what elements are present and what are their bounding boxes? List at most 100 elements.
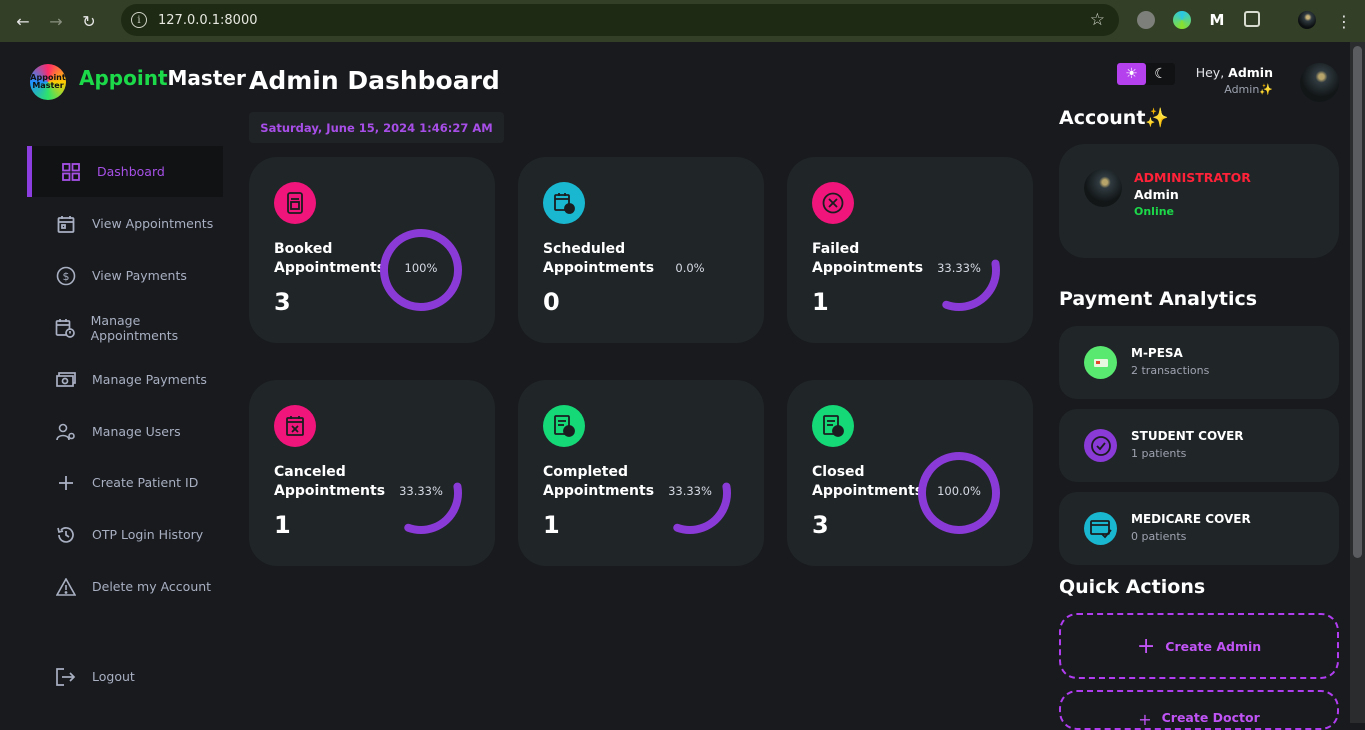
calendar-clock-icon [543,182,585,224]
card-label: Scheduled Appointments [543,241,655,276]
sidebar-item-view-appointments[interactable]: View Appointments [27,198,223,249]
progress-arc [380,229,462,311]
quick-actions-title: Quick Actions [1059,576,1206,598]
payment-item-student-cover: STUDENT COVER 1 patients [1059,409,1339,482]
create-admin-label: Create Admin [1165,638,1262,654]
card-label: Failed Appointments [812,241,924,276]
progress-ring [380,229,462,311]
card-booked: Booked Appointments 3 100% [249,157,495,343]
logout-label: Logout [92,669,135,684]
payment-name: M-PESA [1131,346,1183,360]
site-info-icon[interactable]: i [131,12,147,28]
plus-icon: + [1136,633,1156,659]
money-icon [55,369,77,391]
sun-icon[interactable]: ☀ [1117,63,1146,85]
payment-name: STUDENT COVER [1131,429,1244,443]
mpesa-icon [1084,346,1117,379]
reload-icon[interactable]: ↻ [82,11,96,31]
warning-icon [55,576,77,598]
check-circle-icon [1084,429,1117,462]
app-logo: Appoint Master [30,64,66,100]
calendar-x-icon [274,405,316,447]
sidebar-item-label: Manage Appointments [90,312,179,343]
card-canceled: Canceled Appointments 1 33.33% [249,380,495,566]
card-count: 1 [812,288,829,316]
card-completed: Completed Appointments 1 33.33% [518,380,764,566]
create-admin-button[interactable]: + Create Admin [1059,613,1339,679]
page-title: Admin Dashboard [249,66,500,95]
card-check-icon [1084,512,1117,545]
page-scrollbar[interactable] [1350,42,1365,723]
profile-avatar-icon[interactable] [1298,11,1316,29]
theme-toggle[interactable]: ☀ ☾ [1117,63,1175,85]
sidebar-item-label: Manage Users [92,424,181,439]
moon-icon[interactable]: ☾ [1154,66,1167,82]
create-doctor-button[interactable]: + Create Doctor [1059,690,1339,730]
account-avatar [1084,169,1122,207]
progress-ring [918,229,1000,311]
card-label: Closed Appointments [812,464,924,499]
sidebar-item-dashboard[interactable]: Dashboard [27,146,223,197]
greeting-user: Admin [1228,65,1273,80]
sidebar-item-manage-users[interactable]: Manage Users [27,406,223,457]
bookmark-star-icon[interactable]: ☆ [1089,10,1105,30]
calendar-clock-icon [55,317,76,339]
sidebar-item-view-payments[interactable]: $ View Payments [27,250,223,301]
booked-icon [274,182,316,224]
back-arrow-icon[interactable]: ← [16,11,30,31]
plus-icon: + [1138,710,1152,729]
payment-name: MEDICARE COVER [1131,512,1251,526]
grid-icon [60,161,82,183]
extension-icon[interactable] [1137,11,1155,29]
brand-part1: Appoint [79,66,168,90]
payment-sub: 0 patients [1131,530,1187,543]
document-check-icon [543,405,585,447]
card-percent: 33.33% [937,261,981,275]
card-count: 0 [543,288,560,316]
user-role: Admin✨ [1224,83,1273,96]
card-failed: Failed Appointments 1 33.33% [787,157,1033,343]
sidebar-item-label: Dashboard [97,164,165,179]
brand-part2: Master [167,66,246,90]
current-datetime: Saturday, June 15, 2024 1:46:27 AM [249,112,504,143]
sidebar-item-label: OTP Login History [92,527,204,542]
forward-arrow-icon[interactable]: → [49,11,63,31]
dollar-icon: $ [55,265,77,287]
logout-button[interactable]: Logout [27,651,223,702]
account-title: Account✨ [1059,107,1170,129]
svg-text:$: $ [63,270,70,283]
card-percent: 33.33% [399,484,443,498]
x-circle-icon [812,182,854,224]
avatar[interactable] [1300,63,1339,102]
browser-toolbar: ← → ↻ i 127.0.0.1:8000 ☆ M ⋮ [0,0,1365,42]
sidebar-item-label: Create Patient ID [92,475,199,490]
extension-m-icon[interactable]: M [1209,11,1225,29]
sidebar-item-delete-account[interactable]: Delete my Account [27,561,223,612]
payment-sub: 1 patients [1131,447,1187,460]
create-doctor-label: Create Doctor [1161,710,1260,725]
sidebar-item-otp-login-history[interactable]: OTP Login History [27,509,223,560]
payment-item-medicare-cover: MEDICARE COVER 0 patients [1059,492,1339,565]
logout-icon [55,666,77,688]
extensions-puzzle-icon[interactable] [1244,11,1260,27]
sidebar-item-manage-payments[interactable]: Manage Payments [27,354,223,405]
address-bar[interactable]: i 127.0.0.1:8000 ☆ [121,4,1119,36]
card-scheduled: Scheduled Appointments 0 0.0% [518,157,764,343]
card-count: 1 [543,511,560,539]
browser-menu-icon[interactable]: ⋮ [1336,11,1352,31]
extension-icon[interactable] [1173,11,1191,29]
sidebar-item-create-patient-id[interactable]: Create Patient ID [27,457,223,508]
card-percent: 33.33% [668,484,712,498]
card-count: 3 [274,288,291,316]
card-closed: Closed Appointments 3 100.0% [787,380,1033,566]
sidebar-item-manage-appointments[interactable]: Manage Appointments [27,302,223,353]
document-check-icon [812,405,854,447]
url-text[interactable]: 127.0.0.1:8000 [158,12,258,28]
user-gear-icon [55,421,77,443]
history-icon [55,524,77,546]
progress-arc [918,452,1000,534]
scrollbar-thumb[interactable] [1353,46,1362,558]
account-card: ADMINISTRATOR Admin Online [1059,144,1339,258]
card-label: Completed Appointments [543,464,655,499]
card-percent: 100% [404,261,438,275]
